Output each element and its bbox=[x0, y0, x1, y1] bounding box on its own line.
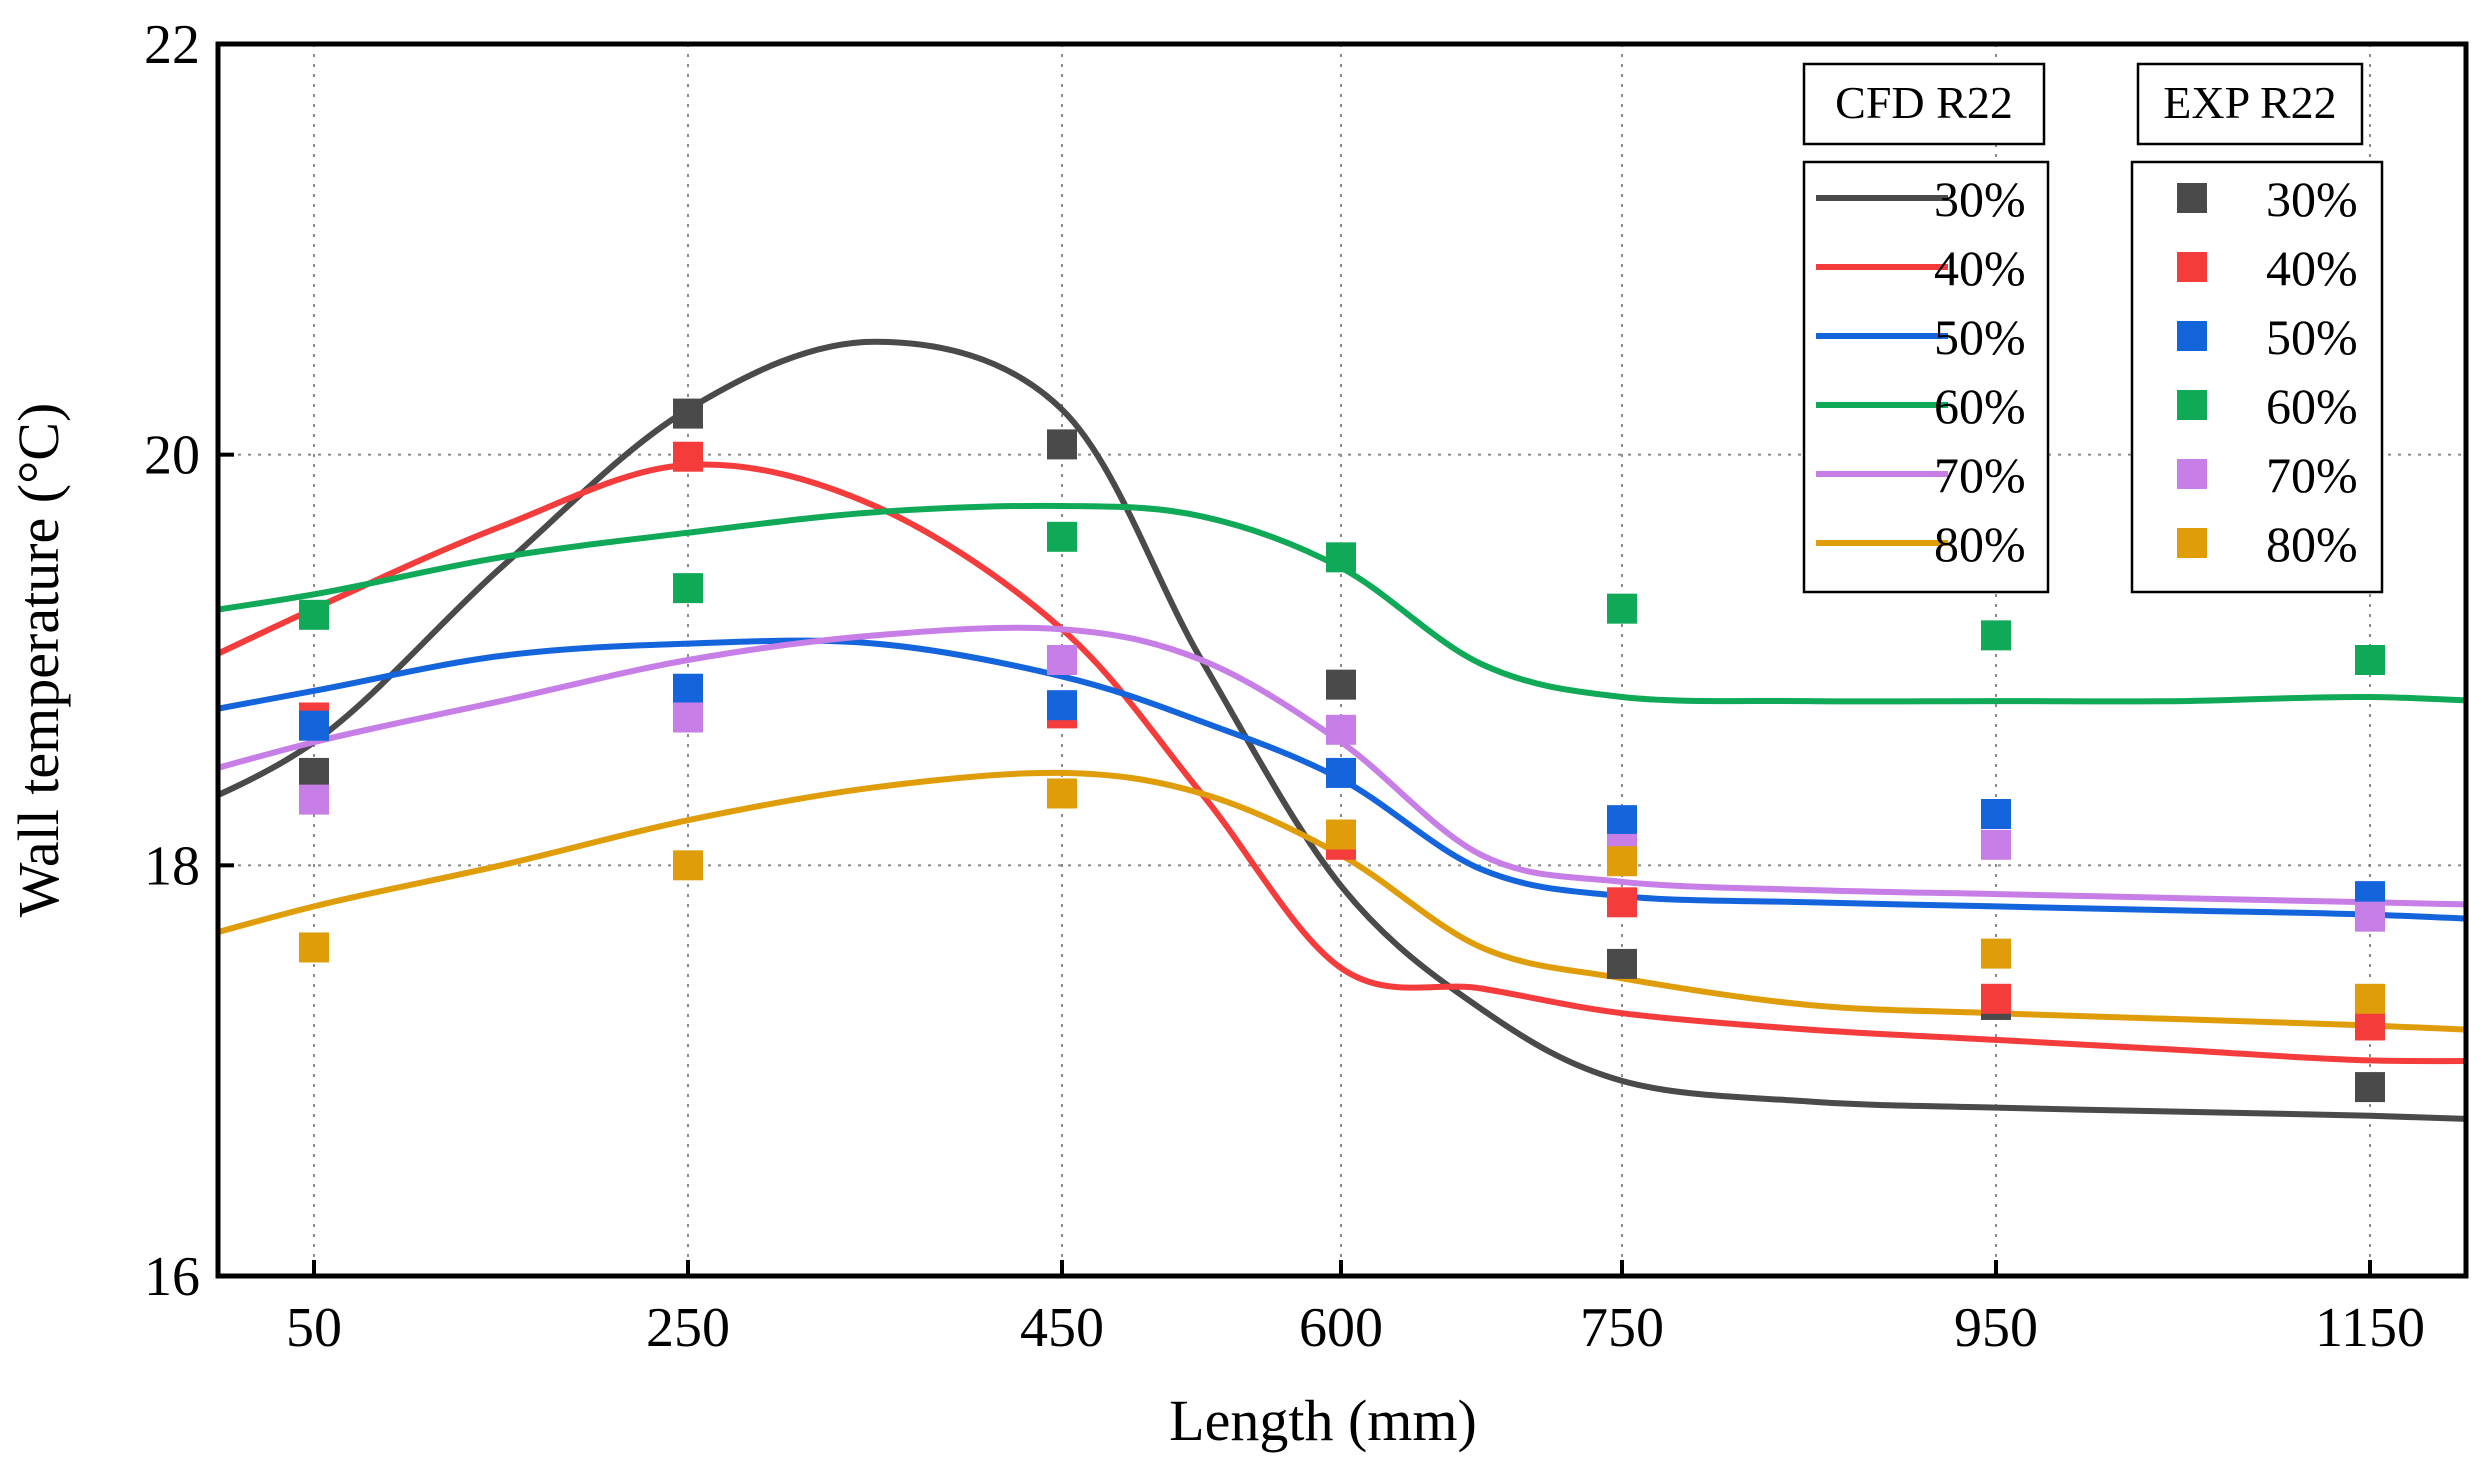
legend-exp-title-box bbox=[2136, 62, 2364, 146]
x-tick-label-50: 50 bbox=[286, 1297, 342, 1359]
exp-point-50pct-450 bbox=[1047, 690, 1077, 721]
legend-exp-label-60pct: 60% bbox=[2266, 378, 2358, 434]
y-axis-title: Wall temperature (°C) bbox=[6, 403, 71, 918]
exp-point-30pct-450 bbox=[1047, 429, 1077, 460]
legend-exp-label-70pct: 70% bbox=[2266, 447, 2358, 503]
legend-exp-swatch-60pct bbox=[2177, 390, 2207, 420]
exp-point-60pct-750 bbox=[1607, 593, 1637, 624]
legend-cfd-label-50pct: 50% bbox=[1934, 309, 2026, 365]
exp-point-70pct-250 bbox=[673, 702, 703, 733]
exp-point-30pct-50 bbox=[299, 757, 329, 788]
exp-point-70pct-50 bbox=[299, 784, 329, 815]
legend-cfd-box bbox=[1802, 160, 2050, 594]
exp-point-70pct-450 bbox=[1047, 645, 1077, 675]
legend-exp-label-40pct: 40% bbox=[2266, 240, 2358, 296]
exp-point-60pct-50 bbox=[299, 599, 329, 630]
exp-point-60pct-450 bbox=[1047, 521, 1077, 552]
y-tick-label-22: 22 bbox=[144, 14, 200, 76]
legend-cfd-label-70pct: 70% bbox=[1934, 447, 2026, 503]
x-tick-label-450: 450 bbox=[1020, 1297, 1104, 1359]
x-tick-label-600: 600 bbox=[1299, 1297, 1383, 1359]
exp-point-30pct-750 bbox=[1607, 948, 1637, 979]
y-tick-label-18: 18 bbox=[144, 835, 200, 897]
x-axis-title: Length (mm) bbox=[1169, 1388, 1477, 1453]
exp-point-80pct-600 bbox=[1326, 819, 1356, 850]
legend-exp-label-80pct: 80% bbox=[2266, 516, 2358, 572]
exp-point-50pct-600 bbox=[1326, 757, 1356, 788]
x-tick-label-750: 750 bbox=[1580, 1297, 1664, 1359]
exp-point-70pct-950 bbox=[1981, 829, 2011, 860]
legend-exp-label-50pct: 50% bbox=[2266, 309, 2358, 365]
legend-cfd-label-60pct: 60% bbox=[1934, 378, 2026, 434]
exp-point-80pct-1150 bbox=[2355, 983, 2385, 1014]
exp-point-30pct-250 bbox=[673, 398, 703, 429]
exp-point-60pct-1150 bbox=[2355, 645, 2385, 675]
exp-point-40pct-750 bbox=[1607, 887, 1637, 918]
exp-point-60pct-600 bbox=[1326, 542, 1356, 573]
exp-point-60pct-250 bbox=[673, 573, 703, 604]
cfd-curve-30pct bbox=[218, 338, 2466, 1122]
exp-point-50pct-950 bbox=[1981, 799, 2011, 829]
legend-exp-swatch-80pct bbox=[2177, 528, 2207, 558]
exp-points bbox=[299, 398, 2385, 1103]
exp-point-60pct-950 bbox=[1981, 620, 2011, 651]
legend-exp-swatch-30pct bbox=[2177, 183, 2207, 213]
exp-point-40pct-950 bbox=[1981, 983, 2011, 1014]
exp-point-80pct-950 bbox=[1981, 938, 2011, 969]
legend-cfd-label-40pct: 40% bbox=[1934, 240, 2026, 296]
exp-point-80pct-750 bbox=[1607, 846, 1637, 877]
legend-cfd-title-box bbox=[1802, 62, 2046, 146]
exp-point-70pct-600 bbox=[1326, 714, 1356, 745]
exp-point-80pct-450 bbox=[1047, 778, 1077, 809]
exp-point-80pct-50 bbox=[299, 932, 329, 963]
x-tick-label-1150: 1150 bbox=[2315, 1297, 2425, 1359]
exp-point-50pct-250 bbox=[673, 673, 703, 704]
exp-point-50pct-750 bbox=[1607, 805, 1637, 836]
exp-point-80pct-250 bbox=[673, 850, 703, 881]
legend-cfd-label-80pct: 80% bbox=[1934, 516, 2026, 572]
legend-exp-title: EXP R22 bbox=[2163, 77, 2336, 128]
y-tick-label-16: 16 bbox=[144, 1246, 200, 1308]
cfd-curve-40pct bbox=[218, 461, 2466, 1065]
exp-point-30pct-1150 bbox=[2355, 1072, 2385, 1103]
exp-point-30pct-600 bbox=[1326, 669, 1356, 700]
legend-cfd-label-30pct: 30% bbox=[1934, 171, 2026, 227]
exp-point-50pct-50 bbox=[299, 710, 329, 741]
legend-cfd-title: CFD R22 bbox=[1835, 77, 2013, 128]
legend-exp-box bbox=[2130, 160, 2384, 594]
x-tick-label-250: 250 bbox=[646, 1297, 730, 1359]
legend-cfd: CFD R22 30% 40% 50% 60% 70% 80% bbox=[1802, 62, 2050, 594]
legend-exp-label-30pct: 30% bbox=[2266, 171, 2358, 227]
legend-exp-swatch-70pct bbox=[2177, 459, 2207, 489]
legend-exp-swatch-40pct bbox=[2177, 252, 2207, 282]
exp-point-40pct-1150 bbox=[2355, 1010, 2385, 1041]
exp-point-40pct-250 bbox=[673, 441, 703, 472]
legend-exp: EXP R22 30% 40% 50% 60% 70% 80% bbox=[2130, 62, 2384, 594]
axes: 50 250 450 600 750 950 1150 16 18 20 22 bbox=[144, 14, 2425, 1359]
exp-point-70pct-1150 bbox=[2355, 901, 2385, 932]
y-tick-label-20: 20 bbox=[144, 425, 200, 487]
x-tick-label-950: 950 bbox=[1954, 1297, 2038, 1359]
legend-exp-swatch-50pct bbox=[2177, 321, 2207, 351]
